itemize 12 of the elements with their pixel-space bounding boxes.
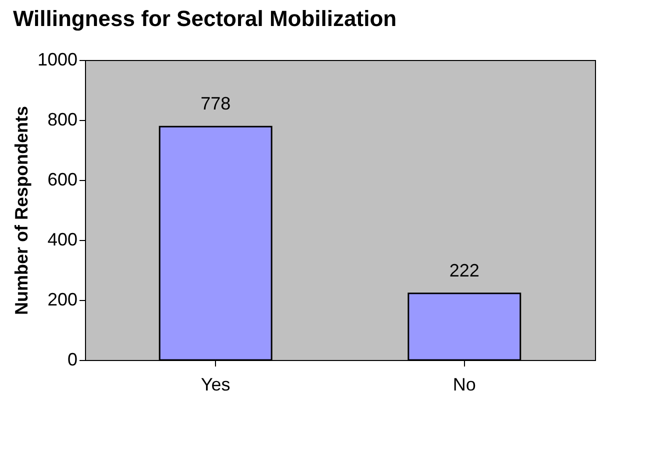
y-tick-label: 600 [47,170,78,190]
y-tick-label: 0 [67,350,78,370]
x-tick-label: No [452,374,476,394]
y-tick-label: 200 [47,290,78,310]
data-label: 222 [449,260,480,280]
y-axis-title: Number of Respondents [11,106,32,316]
y-tick-label: 1000 [37,50,78,70]
y-tick-label: 800 [47,110,78,130]
x-tick-label: Yes [200,374,230,394]
y-tick-label: 400 [47,230,78,250]
chart-title: Willingness for Sectoral Mobilization [12,6,397,31]
data-label: 778 [200,94,231,114]
